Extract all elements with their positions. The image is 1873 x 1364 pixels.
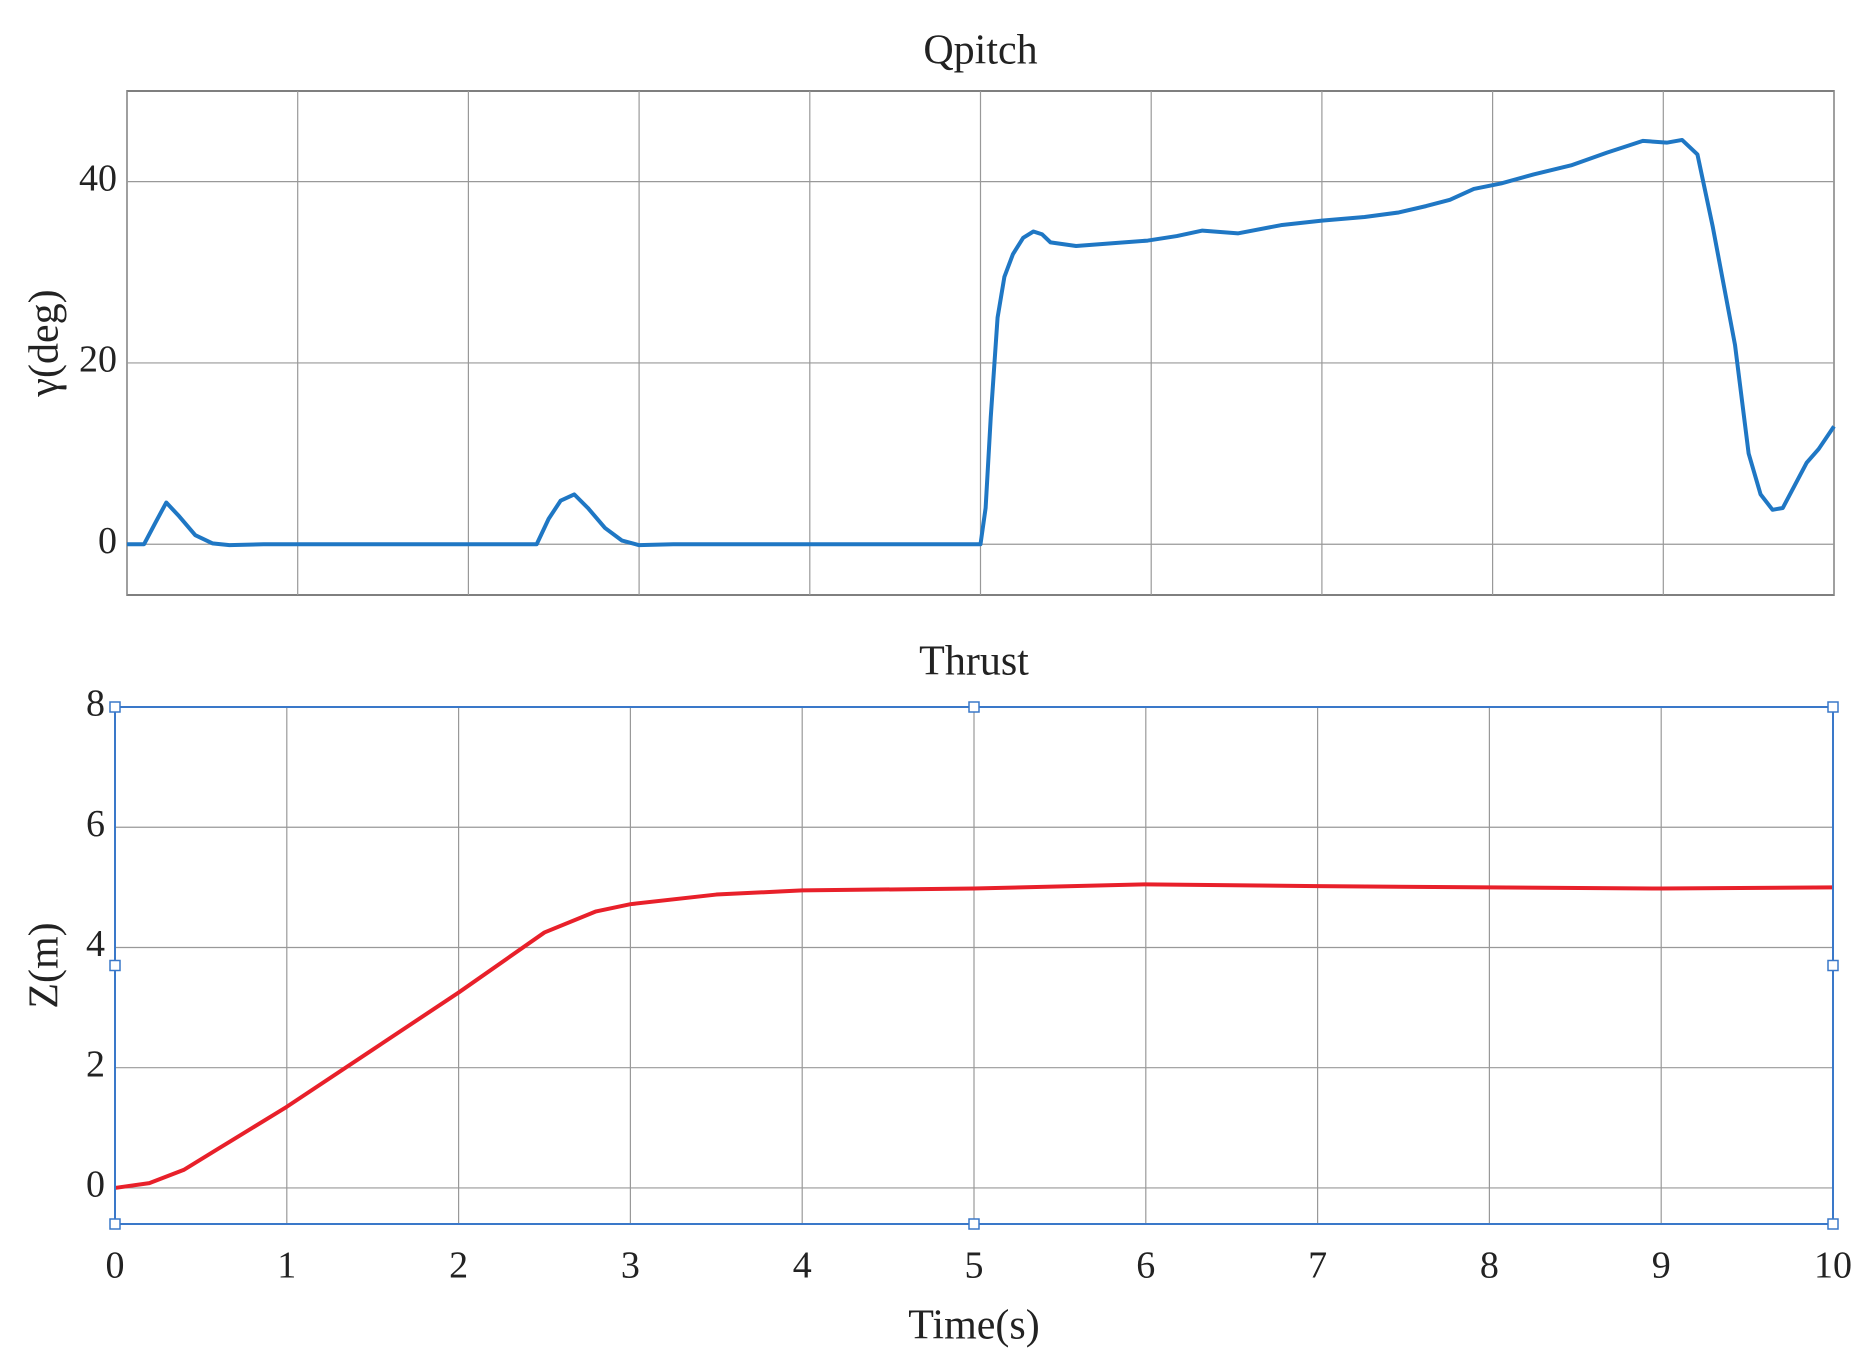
- selection-handle: [109, 959, 121, 972]
- x-tick-label: 1: [277, 1245, 296, 1287]
- x-tick-label: 9: [1652, 1245, 1671, 1287]
- x-tick-label: 8: [1480, 1245, 1499, 1287]
- y-tick-label: 4: [86, 923, 105, 965]
- x-tick-label: 0: [106, 1245, 125, 1287]
- y-tick-label: 40: [79, 157, 117, 199]
- x-tick-label: 6: [1136, 1245, 1155, 1287]
- y-tick-label: 0: [98, 520, 117, 562]
- x-tick-label: 5: [965, 1245, 984, 1287]
- y-tick-label: 6: [86, 803, 105, 845]
- y-axis-label: Z(m): [22, 922, 68, 1008]
- x-axis-label: Time(s): [908, 1303, 1039, 1349]
- x-tick-label: 4: [793, 1245, 812, 1287]
- selection-handle: [109, 701, 121, 713]
- y-axis-label: γ(deg): [22, 289, 68, 397]
- selection-handle: [968, 1218, 980, 1230]
- selection-handle: [1827, 1218, 1839, 1230]
- selection-handle: [1827, 959, 1839, 972]
- y-tick-label: 0: [86, 1164, 105, 1206]
- x-tick-label: 2: [449, 1245, 468, 1287]
- line-series: [114, 882, 1834, 1190]
- y-tick-label: 8: [86, 683, 105, 725]
- x-tick-label: 7: [1308, 1245, 1327, 1287]
- selection-handle: [1827, 701, 1839, 713]
- selection-handle: [109, 1218, 121, 1230]
- chart-title: Thrust: [919, 639, 1029, 685]
- chart-title: Qpitch: [923, 28, 1037, 74]
- y-tick-label: 2: [86, 1043, 105, 1085]
- selection-handle: [968, 701, 980, 713]
- x-tick-label: 3: [621, 1245, 640, 1287]
- x-tick-label: 10: [1814, 1245, 1852, 1287]
- y-tick-label: 20: [79, 339, 117, 381]
- line-series: [127, 137, 1836, 548]
